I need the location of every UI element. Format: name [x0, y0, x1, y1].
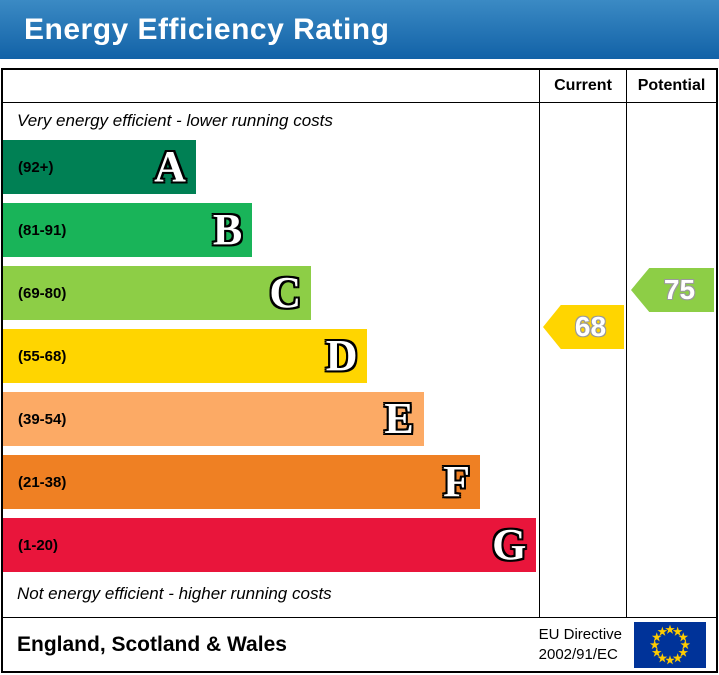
eu-flag-icon [634, 621, 706, 668]
band-letter: G [492, 520, 527, 569]
eu-directive-line2: 2002/91/EC [538, 645, 618, 663]
band-bar-d: (55-68) D [3, 329, 368, 383]
footer-row: England, Scotland & Wales EU Directive 2… [3, 617, 716, 671]
page-title: Energy Efficiency Rating [24, 12, 390, 46]
current-rating-arrow: 68 [543, 305, 624, 349]
band-range-label: (1-20) [18, 536, 59, 554]
eu-directive-label: EU Directive 2002/91/EC [539, 625, 622, 664]
title-bar: Energy Efficiency Rating [0, 0, 719, 59]
potential-column-header: Potential [637, 77, 706, 94]
band-range-label: (69-80) [18, 284, 67, 302]
chart-box: Current Potential Very energy efficient … [1, 68, 718, 673]
band-bar-g: (1-20) G [3, 518, 537, 572]
top-note: Very energy efficient - lower running co… [17, 111, 333, 130]
band-letter: C [269, 268, 302, 317]
band-bar-f: (21-38) F [3, 455, 481, 509]
band-letter: A [154, 142, 186, 191]
band-letter: B [212, 205, 243, 254]
current-rating-value: 68 [574, 311, 607, 342]
band-bar-a: (92+) A [3, 140, 196, 194]
band-range-label: (21-38) [18, 473, 67, 491]
band-bar-e: (39-54) E [3, 392, 424, 446]
band-letter: E [384, 394, 414, 443]
current-column-header: Current [554, 77, 612, 94]
band-range-label: (81-91) [18, 221, 67, 239]
column-header-row: Current Potential [3, 70, 716, 103]
potential-rating-arrow: 75 [631, 268, 714, 312]
band-range-label: (92+) [18, 158, 54, 176]
region-label: England, Scotland & Wales [17, 632, 287, 656]
eu-directive-line1: EU Directive [538, 626, 622, 643]
potential-column-divider [626, 70, 627, 617]
potential-rating-value: 75 [663, 274, 696, 305]
band-bar-b: (81-91) B [3, 203, 253, 257]
band-letter: F [443, 457, 471, 506]
band-bar-c: (69-80) C [3, 266, 312, 320]
band-letter: D [325, 331, 358, 380]
band-range-label: (39-54) [18, 410, 67, 428]
rating-bands: (92+) A (81-91) B (69-80) C (55-68) D (3… [3, 140, 539, 581]
band-range-label: (55-68) [18, 347, 67, 365]
current-column-divider [539, 70, 540, 617]
bottom-note: Not energy efficient - higher running co… [17, 584, 332, 603]
